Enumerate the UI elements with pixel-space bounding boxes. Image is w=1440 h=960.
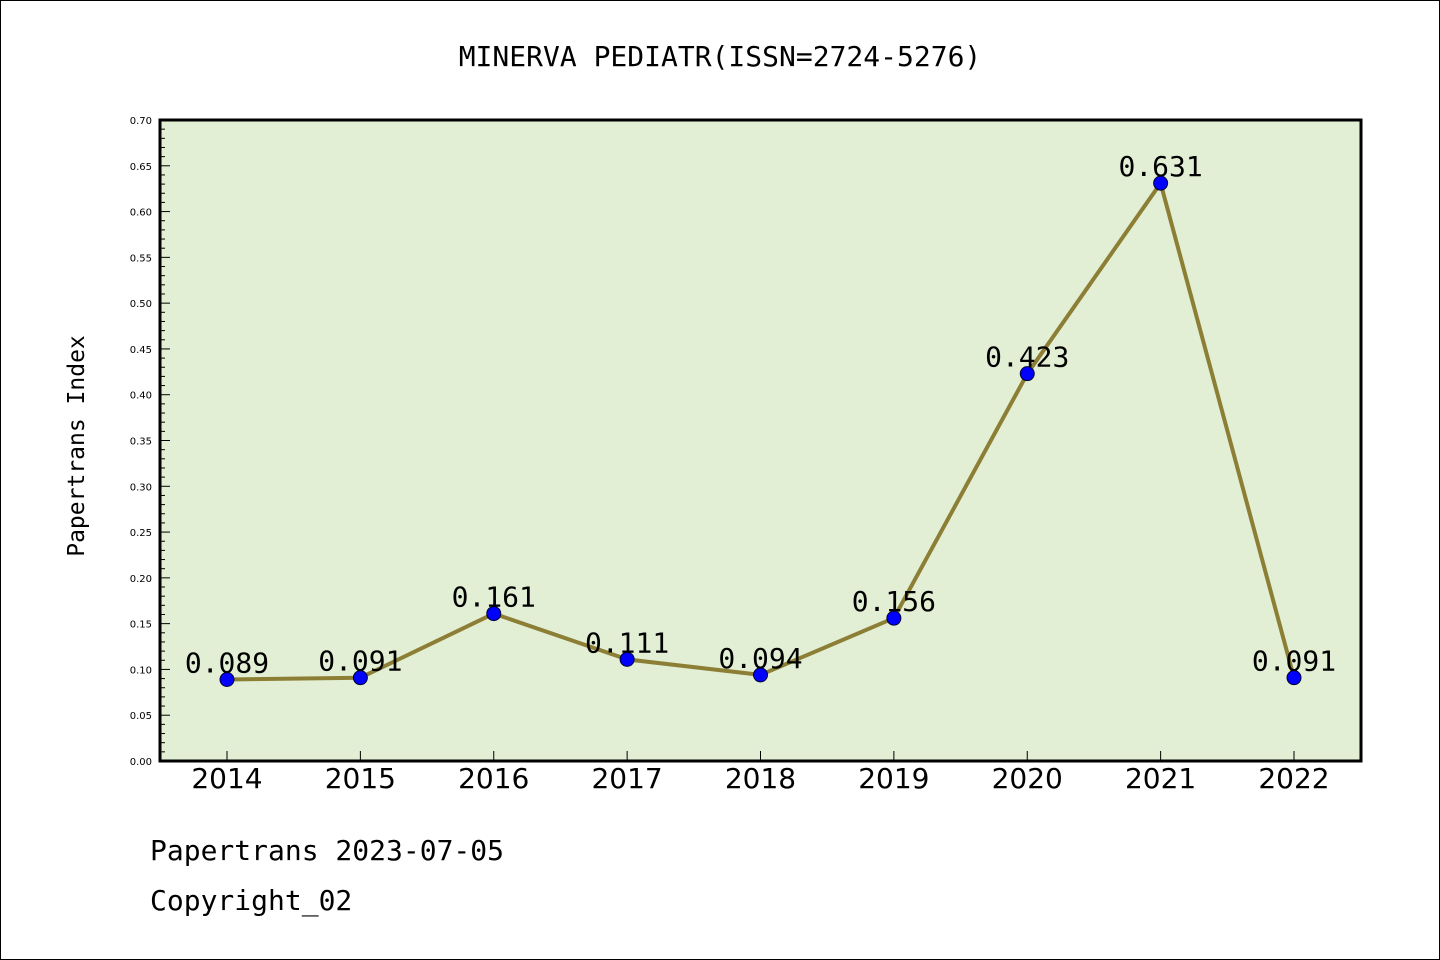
data-point bbox=[219, 672, 235, 688]
data-label: 0.111 bbox=[585, 626, 669, 659]
y-tick-label: 0.05 bbox=[130, 711, 152, 722]
footer-date: Papertrans 2023-07-05 bbox=[150, 834, 505, 867]
y-tick-label: 0.10 bbox=[130, 665, 152, 676]
x-tick-label: 2020 bbox=[992, 762, 1063, 795]
data-label: 0.091 bbox=[318, 645, 402, 678]
series-group: 0.089 0.091 0.161 0.111 0.094 0.156 0.423 0.631… bbox=[185, 150, 1336, 688]
footer-copyright: Copyright_02 bbox=[150, 884, 353, 917]
data-point bbox=[886, 610, 902, 626]
y-tick-label: 0.20 bbox=[130, 574, 152, 585]
data-point bbox=[1153, 175, 1169, 191]
y-tick-label: 0.70 bbox=[130, 116, 152, 127]
y-tick-label: 0.50 bbox=[130, 299, 152, 310]
y-tick-label: 0.60 bbox=[130, 208, 152, 219]
plot-area bbox=[158, 118, 1363, 763]
x-tick-label: 2016 bbox=[458, 762, 529, 795]
data-point bbox=[1286, 670, 1302, 686]
data-label: 0.089 bbox=[185, 647, 269, 680]
data-point bbox=[619, 651, 635, 667]
y-tick-label: 0.30 bbox=[130, 482, 152, 493]
y-tick-label: 0.25 bbox=[130, 528, 152, 539]
y-tick-label: 0.65 bbox=[130, 162, 152, 173]
data-point bbox=[1019, 366, 1035, 382]
y-tick-label: 0.00 bbox=[130, 757, 152, 768]
y-tick-label: 0.15 bbox=[130, 620, 152, 631]
y-axis: 0.00 0.05 0.10 0.15 0.20 0.25 0.30 0.35 0.40 0.45… bbox=[130, 116, 170, 768]
x-tick-label: 2017 bbox=[591, 762, 662, 795]
x-axis: 2014 2015 2016 2017 2018 2019 2020 2021 2022 bbox=[191, 751, 1330, 795]
data-point bbox=[486, 606, 502, 622]
x-tick-label: 2021 bbox=[1125, 762, 1196, 795]
data-label: 0.631 bbox=[1118, 150, 1202, 183]
chart-title: MINERVA PEDIATR(ISSN=2724-5276) bbox=[459, 40, 982, 73]
data-label: 0.156 bbox=[852, 585, 936, 618]
y-tick-label: 0.45 bbox=[130, 345, 152, 356]
x-tick-label: 2022 bbox=[1258, 762, 1329, 795]
x-tick-label: 2014 bbox=[191, 762, 262, 795]
x-tick-label: 2019 bbox=[858, 762, 929, 795]
data-label: 0.423 bbox=[985, 341, 1069, 374]
y-axis-label: Papertrans Index bbox=[64, 335, 90, 557]
y-tick-label: 0.35 bbox=[130, 437, 152, 448]
data-label: 0.094 bbox=[718, 642, 802, 675]
x-tick-label: 2018 bbox=[725, 762, 796, 795]
data-point bbox=[352, 670, 368, 686]
y-tick-label: 0.55 bbox=[130, 253, 152, 264]
x-tick-label: 2015 bbox=[325, 762, 396, 795]
data-label: 0.091 bbox=[1252, 645, 1336, 678]
y-tick-label: 0.40 bbox=[130, 391, 152, 402]
data-point bbox=[753, 667, 768, 683]
data-label: 0.161 bbox=[452, 581, 536, 614]
